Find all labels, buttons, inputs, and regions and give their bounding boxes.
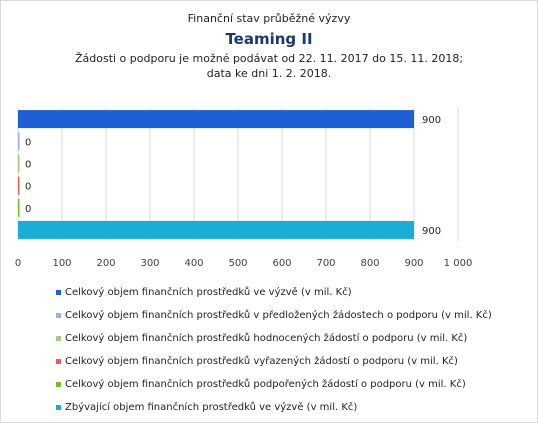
x-tick-label: 100 (52, 258, 71, 269)
bar-value-label: 900 (422, 115, 441, 126)
x-tick-label: 400 (184, 258, 203, 269)
chart-legend: Celkový objem finančních prostředků ve v… (56, 281, 526, 419)
x-tick-label: 900 (404, 258, 423, 269)
legend-swatch (56, 382, 61, 387)
legend-swatch (56, 336, 61, 341)
legend-label: Celkový objem finančních prostředků ve v… (65, 287, 352, 298)
legend-item: Celkový objem finančních prostředků v př… (56, 304, 526, 327)
bar-value-label: 0 (25, 204, 31, 215)
legend-swatch (56, 313, 61, 318)
x-tick-label: 0 (15, 258, 21, 269)
bar-value-label: 900 (422, 226, 441, 237)
bar (18, 177, 20, 195)
legend-item: Zbývající objem finančních prostředků ve… (56, 396, 526, 419)
legend-label: Zbývající objem finančních prostředků ve… (65, 402, 357, 413)
legend-swatch (56, 290, 61, 295)
legend-item: Celkový objem finančních prostředků hodn… (56, 327, 526, 350)
bar (18, 132, 20, 150)
legend-swatch (56, 359, 61, 364)
x-tick-label: 1 000 (444, 258, 473, 269)
legend-swatch (56, 405, 61, 410)
legend-item: Celkový objem finančních prostředků ve v… (56, 281, 526, 304)
bar-value-label: 0 (25, 137, 31, 148)
x-tick-label: 600 (272, 258, 291, 269)
x-tick-label: 800 (360, 258, 379, 269)
bar (18, 199, 20, 217)
bar (18, 110, 414, 128)
x-tick-label: 200 (96, 258, 115, 269)
legend-label: Celkový objem finančních prostředků vyřa… (65, 356, 458, 367)
x-tick-label: 300 (140, 258, 159, 269)
bar-value-label: 0 (25, 182, 31, 193)
bar (18, 154, 20, 172)
legend-label: Celkový objem finančních prostředků hodn… (65, 333, 467, 344)
legend-label: Celkový objem finančních prostředků v př… (65, 310, 492, 321)
legend-item: Celkový objem finančních prostředků vyřa… (56, 350, 526, 373)
legend-item: Celkový objem finančních prostředků podp… (56, 373, 526, 396)
bar-value-label: 0 (25, 159, 31, 170)
x-tick-label: 700 (316, 258, 335, 269)
bar (18, 221, 414, 239)
x-tick-label: 500 (228, 258, 247, 269)
legend-label: Celkový objem finančních prostředků podp… (65, 379, 466, 390)
